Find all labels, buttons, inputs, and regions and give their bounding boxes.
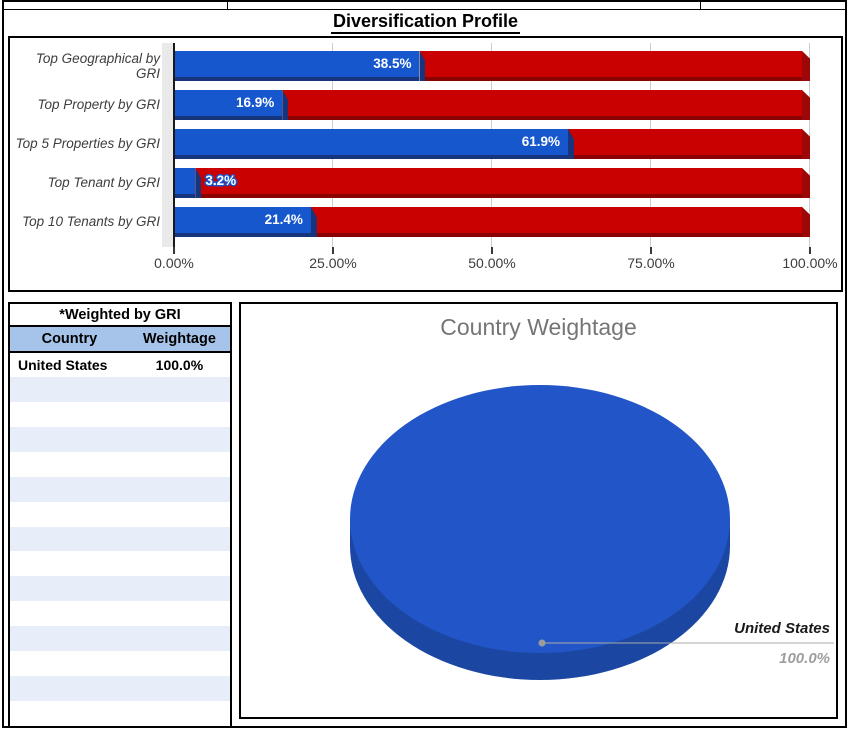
bar-3d-bevel <box>802 168 810 198</box>
bar-value-label: 38.5% <box>373 56 412 71</box>
stacked-bar[interactable]: 61.9% <box>175 129 810 159</box>
axis-tick <box>173 247 175 254</box>
table-empty-row[interactable] <box>10 651 230 676</box>
column-header-country[interactable]: Country <box>41 331 98 347</box>
cell-weightage[interactable]: 100.0% <box>155 357 204 373</box>
bar-3d-bevel <box>419 51 426 81</box>
bar-3d-bevel <box>802 207 810 237</box>
bar-segment-remainder[interactable] <box>568 129 810 159</box>
table-row: United States 100.0% <box>10 353 230 377</box>
pie-slice-label: United States <box>734 620 830 637</box>
bar-category-label: Top 10 Tenants by GRI <box>22 214 160 230</box>
table-header-row: Country Weightage <box>10 327 230 353</box>
bar-segment-top-share[interactable]: 61.9% <box>175 129 575 159</box>
x-axis-tick-label: 0.00% <box>154 255 194 271</box>
pie-slice-value: 100.0% <box>779 650 830 667</box>
bar-plot-area: 38.5% 16.9% 61.9% 3.2% 21.4% <box>175 45 810 237</box>
bar-segment-top-share[interactable]: 16.9% <box>175 90 289 120</box>
stacked-bar[interactable]: 16.9% <box>175 90 810 120</box>
bar-segment-top-share[interactable]: 3.2% <box>175 168 236 198</box>
bar-3d-bevel <box>195 168 202 198</box>
country-weightage-pie[interactable]: Country Weightage United States 100.0% <box>239 302 838 719</box>
cell-border-line <box>227 0 228 9</box>
bar-category-label: Top Geographical by GRI <box>35 50 160 81</box>
table-empty-row[interactable] <box>10 402 230 427</box>
bar-category-label: Top Property by GRI <box>37 97 160 113</box>
pie-label-anchor-dot <box>538 639 546 647</box>
stacked-bar[interactable]: 38.5% <box>175 51 810 81</box>
page-title: Diversification Profile <box>0 11 851 34</box>
bar-category-label: Top 5 Properties by GRI <box>15 136 160 152</box>
stacked-bar[interactable]: 3.2% <box>175 168 810 198</box>
cell-border-line <box>2 9 847 10</box>
table-empty-row[interactable] <box>10 676 230 701</box>
bar-3d-bevel <box>310 207 317 237</box>
bar-segment-top-share[interactable]: 38.5% <box>175 51 426 81</box>
bar-3d-bevel <box>802 129 810 159</box>
x-axis-tick-label: 100.00% <box>782 255 838 271</box>
bar-value-label: 21.4% <box>264 212 303 227</box>
bar-3d-bevel <box>282 90 289 120</box>
column-header-weightage[interactable]: Weightage <box>142 331 216 347</box>
table-empty-row[interactable] <box>10 377 230 402</box>
table-empty-rows <box>10 377 230 726</box>
pie-slice-united-states[interactable] <box>350 385 730 653</box>
pie-drawing <box>350 385 834 680</box>
table-empty-row[interactable] <box>10 576 230 602</box>
bar-segment-remainder[interactable] <box>195 168 810 198</box>
table-title: *Weighted by GRI <box>10 304 230 327</box>
bar-category-label: Top Tenant by GRI <box>47 175 160 191</box>
table-empty-row[interactable] <box>10 476 230 502</box>
bar-segment-remainder[interactable] <box>419 51 810 81</box>
diversification-bar-chart[interactable]: Top Geographical by GRI Top Property by G… <box>8 36 843 292</box>
axis-tick <box>332 247 334 254</box>
cell-country[interactable]: United States <box>18 357 108 373</box>
pie-title: Country Weightage <box>440 314 637 340</box>
stacked-bar[interactable]: 21.4% <box>175 207 810 237</box>
x-axis-tick-label: 25.00% <box>309 255 357 271</box>
chart-y-axis-line <box>173 43 175 247</box>
bar-value-label: 61.9% <box>521 134 561 149</box>
country-weight-table: *Weighted by GRI Country Weightage Unite… <box>8 302 232 728</box>
axis-tick <box>491 247 493 254</box>
table-empty-row[interactable] <box>10 551 230 576</box>
table-empty-row[interactable] <box>10 701 230 726</box>
bar-segment-remainder[interactable] <box>282 90 810 120</box>
table-empty-row[interactable] <box>10 626 230 652</box>
x-axis-tick-label: 75.00% <box>627 255 675 271</box>
bar-segment-top-share[interactable]: 21.4% <box>175 207 317 237</box>
chart-3d-wall <box>162 43 173 247</box>
bar-category-labels: Top Geographical by GRI Top Property by G… <box>12 45 160 237</box>
bar-value-label: 16.9% <box>236 95 275 110</box>
bar-3d-bevel <box>568 129 575 159</box>
cell-border-line <box>700 0 701 9</box>
table-empty-row[interactable] <box>10 426 230 452</box>
axis-tick <box>809 247 811 254</box>
x-axis-tick-label: 50.00% <box>468 255 516 271</box>
bar-3d-bevel <box>802 90 810 120</box>
table-empty-row[interactable] <box>10 452 230 477</box>
bar-value-label: 3.2% <box>205 173 237 188</box>
bar-segment-remainder[interactable] <box>311 207 810 237</box>
table-empty-row[interactable] <box>10 502 230 527</box>
table-empty-row[interactable] <box>10 601 230 626</box>
bar-3d-bevel <box>802 51 810 81</box>
axis-tick <box>650 247 652 254</box>
table-empty-row[interactable] <box>10 526 230 552</box>
